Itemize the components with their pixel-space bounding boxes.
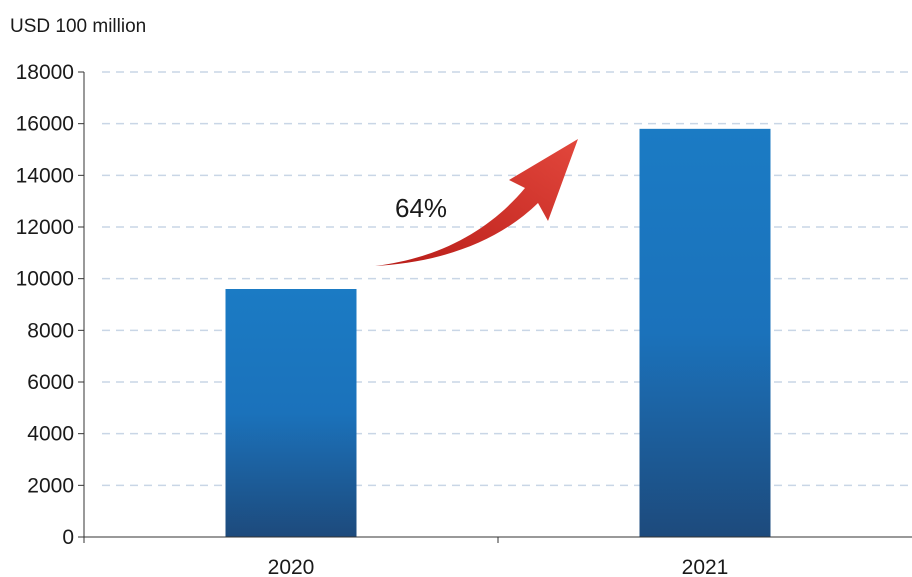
y-tick-label: 16000 [16,113,74,136]
y-tick-label: 6000 [27,371,74,394]
y-tick-label: 2000 [27,474,74,497]
bars [225,128,771,538]
x-axis-ticks: 2020 2021 [83,537,729,577]
y-tick-label: 0 [62,526,74,549]
bar-2020 [225,289,357,537]
gridlines [102,71,912,487]
bar-2021 [639,128,771,538]
y-tick-label: 4000 [27,423,74,446]
y-axis-ticks: 0 2000 4000 6000 8000 10000 12000 14000 16000 180… [16,61,84,549]
y-unit-label: USD 100 million [10,16,146,37]
y-tick-label: 10000 [16,268,74,291]
y-tick-label: 18000 [16,61,74,84]
x-tick-label: 2021 [682,556,729,577]
growth-arrow [375,139,578,266]
x-tick-label: 2020 [268,556,315,577]
y-tick-label: 12000 [16,216,74,239]
growth-annotation: 64% [395,193,447,223]
y-tick-label: 8000 [27,319,74,342]
y-tick-label: 14000 [16,164,74,187]
